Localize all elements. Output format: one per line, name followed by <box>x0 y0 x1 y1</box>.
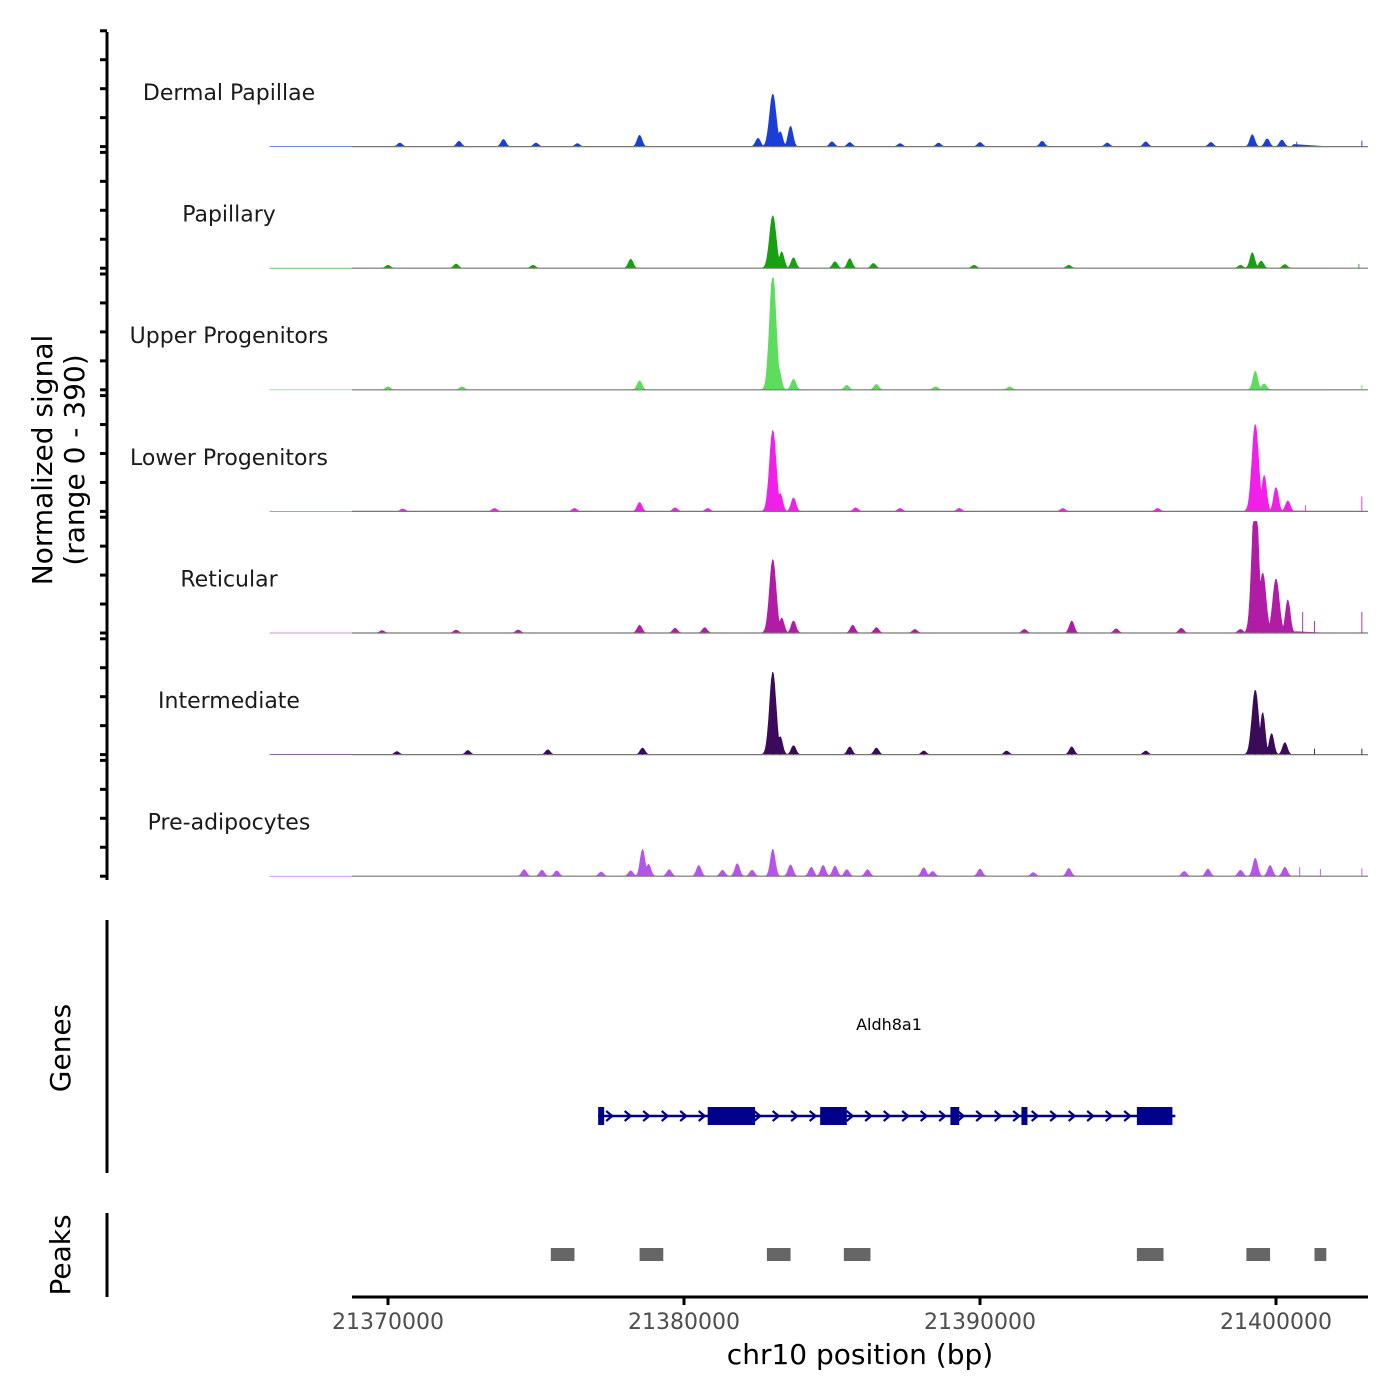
exon <box>598 1107 605 1125</box>
strand-arrow <box>771 1110 781 1122</box>
x-tick-label: 21400000 <box>1220 1310 1332 1335</box>
track-papillary: Papillary <box>100 150 1368 270</box>
strand-arrow <box>938 1110 947 1122</box>
genes-track-label: Genes <box>44 1004 77 1092</box>
x-tick-label: 21370000 <box>332 1310 444 1335</box>
signal-area: Dermal Papillae Papillary Upper Progenitor… <box>100 29 1368 880</box>
track-dermal-papillae: Dermal Papillae <box>100 29 1368 149</box>
peaks-area <box>105 1213 1327 1297</box>
track-label: Upper Progenitors <box>130 324 329 349</box>
x-axis: 21370000 21380000 21390000 21400000 <box>332 1295 1368 1335</box>
signal-area-4 <box>269 521 1327 634</box>
genes-area: Aldh8a1 <box>105 920 1176 1173</box>
track-upper-progenitors: Upper Progenitors <box>100 272 1368 392</box>
signal-area-3 <box>269 424 1327 512</box>
strand-arrow <box>642 1110 651 1122</box>
peak-region <box>766 1248 791 1261</box>
track-intermediate: Intermediate <box>100 637 1368 757</box>
track-label: Intermediate <box>158 689 300 714</box>
strand-arrow <box>864 1110 873 1122</box>
strand-arrow <box>660 1110 670 1122</box>
strand-arrow <box>1049 1110 1058 1122</box>
exon <box>1136 1107 1173 1125</box>
strand-arrow <box>975 1110 984 1122</box>
peaks-track-label: Peaks <box>44 1214 77 1295</box>
signal-area-6 <box>269 848 1327 877</box>
strand-arrow <box>1012 1110 1021 1122</box>
y-axis-range-label: (range 0 - 390) <box>58 354 91 565</box>
gene-aldh8a1: Aldh8a1 <box>598 1015 1176 1125</box>
peak-region <box>1136 1248 1164 1261</box>
peak-region <box>1314 1248 1327 1261</box>
strand-arrow <box>956 1110 966 1122</box>
peak-region <box>550 1248 575 1261</box>
track-pre-adipocytes: Pre-adipocytes <box>100 758 1368 878</box>
x-tick-label: 21380000 <box>628 1310 740 1335</box>
peak-region <box>639 1248 664 1261</box>
strand-arrow <box>1123 1110 1132 1122</box>
track-label: Lower Progenitors <box>130 446 328 471</box>
strand-arrow <box>697 1110 707 1122</box>
track-label: Pre-adipocytes <box>148 811 311 836</box>
strand-arrow <box>882 1110 892 1122</box>
track-lower-progenitors: Lower Progenitors <box>100 394 1368 513</box>
peak-region <box>843 1248 871 1261</box>
exon <box>1021 1107 1028 1125</box>
strand-arrow <box>679 1110 688 1122</box>
strand-arrow <box>623 1110 633 1122</box>
exon <box>707 1107 756 1125</box>
strand-arrow <box>1104 1110 1114 1122</box>
strand-arrow <box>901 1110 910 1122</box>
strand-arrow <box>993 1110 1003 1122</box>
strand-arrow <box>605 1110 614 1122</box>
signal-area-5 <box>269 671 1326 755</box>
strand-arrow <box>845 1110 855 1122</box>
strand-arrow <box>808 1110 818 1122</box>
track-label: Dermal Papillae <box>143 81 315 106</box>
x-axis-title: chr10 position (bp) <box>727 1338 993 1371</box>
signal-area-1 <box>269 215 1326 269</box>
peak-region <box>1246 1248 1271 1261</box>
exon <box>820 1107 847 1125</box>
track-reticular: Reticular <box>100 515 1368 635</box>
gene-name-label: Aldh8a1 <box>856 1015 922 1034</box>
track-label: Papillary <box>182 203 276 228</box>
strand-arrow <box>1086 1110 1095 1122</box>
strand-arrow <box>1030 1110 1040 1122</box>
strand-arrow <box>753 1110 762 1122</box>
exon <box>950 1107 960 1125</box>
strand-arrow <box>1067 1110 1077 1122</box>
signal-area-2 <box>269 277 1326 391</box>
strand-arrow <box>790 1110 799 1122</box>
signal-area-0 <box>269 93 1327 147</box>
track-label: Reticular <box>180 567 278 592</box>
strand-arrow <box>919 1110 929 1122</box>
y-axis-title: Normalized signal <box>26 335 59 586</box>
x-tick-label: 21390000 <box>924 1310 1036 1335</box>
